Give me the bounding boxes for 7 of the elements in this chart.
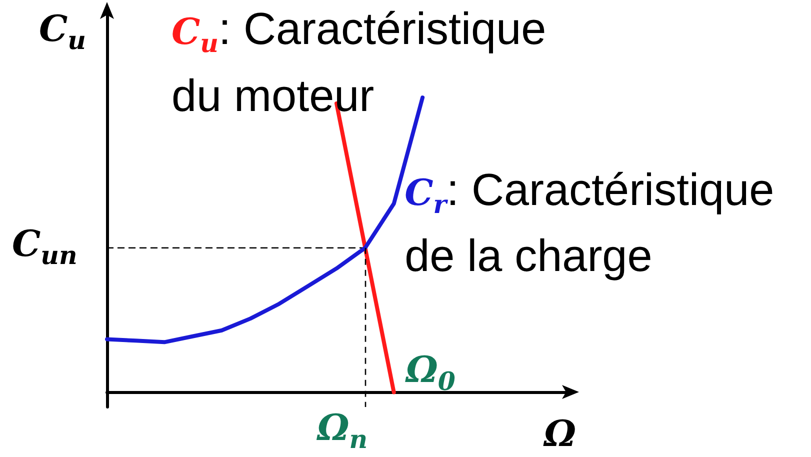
text: Ω$_{n}$	[317, 406, 368, 456]
y-axis-title: C$_{u}$	[39, 7, 86, 58]
text: C$_{un}$	[12, 222, 78, 272]
series-label: C$_{r}$: Caractéristique de la charge	[404, 164, 776, 282]
x-axis-title: Ω	[544, 412, 576, 457]
annotation: Ω$_{0}$	[406, 348, 456, 398]
series-label: C$_{u}$: Caractéristique du moteur	[172, 3, 548, 122]
